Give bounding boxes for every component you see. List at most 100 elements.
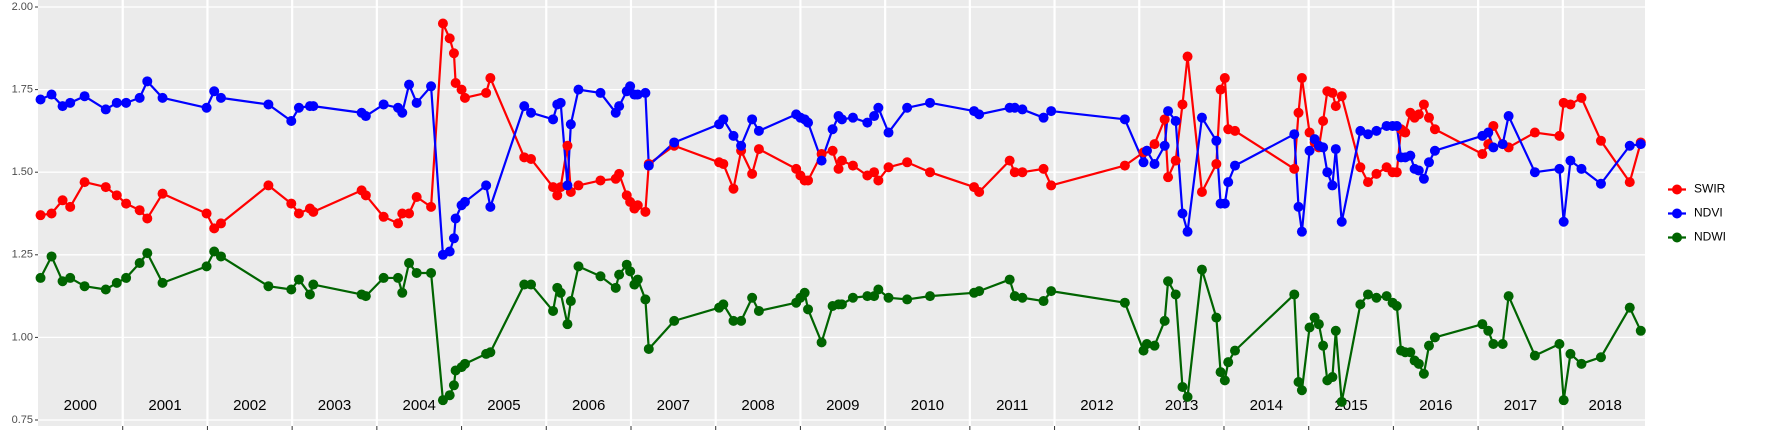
- data-point: [669, 137, 680, 148]
- data-point: [519, 101, 530, 112]
- y-tick-label: 0.75: [12, 414, 33, 426]
- data-point: [1289, 129, 1300, 140]
- data-point: [1355, 162, 1366, 173]
- data-point: [836, 299, 847, 310]
- data-point: [485, 73, 496, 84]
- legend-key-point: [1672, 208, 1682, 219]
- data-point: [1038, 296, 1049, 307]
- y-tick-label: 1.75: [12, 84, 33, 96]
- data-point: [1371, 168, 1382, 179]
- data-point: [526, 107, 537, 118]
- data-point: [360, 291, 371, 302]
- data-point: [847, 112, 858, 123]
- data-point: [883, 162, 894, 173]
- data-point: [1327, 87, 1338, 98]
- data-point: [263, 281, 274, 292]
- data-point: [426, 201, 437, 212]
- data-point: [1554, 130, 1565, 141]
- data-point: [111, 190, 122, 201]
- y-tick-label: 1.00: [12, 331, 33, 343]
- data-point: [378, 99, 389, 110]
- data-point: [753, 125, 764, 136]
- data-point: [548, 182, 559, 193]
- data-point: [1381, 291, 1392, 302]
- data-point: [437, 18, 448, 29]
- data-point: [883, 292, 894, 303]
- data-point: [1219, 375, 1230, 386]
- data-point: [753, 144, 764, 155]
- data-point: [35, 272, 46, 283]
- data-point: [1418, 173, 1429, 184]
- data-point: [902, 294, 913, 305]
- data-point: [625, 266, 636, 277]
- data-point: [728, 183, 739, 194]
- data-point: [1503, 291, 1514, 302]
- data-point: [485, 201, 496, 212]
- data-point: [1038, 112, 1049, 123]
- data-point: [1497, 339, 1508, 350]
- data-point: [215, 251, 226, 262]
- data-point: [902, 157, 913, 168]
- legend-label: NDVI: [1694, 206, 1723, 220]
- data-point: [803, 304, 814, 315]
- year-label: 2008: [741, 397, 774, 414]
- data-point: [1477, 319, 1488, 330]
- data-point: [1223, 357, 1234, 368]
- data-point: [643, 343, 654, 354]
- data-point: [1391, 167, 1402, 178]
- data-point: [360, 111, 371, 122]
- data-point: [1429, 145, 1440, 156]
- data-point: [1330, 144, 1341, 155]
- data-point: [1565, 348, 1576, 359]
- data-point: [215, 92, 226, 103]
- data-point: [450, 213, 461, 224]
- data-point: [847, 160, 858, 171]
- data-point: [456, 84, 467, 95]
- legend-key-point: [1672, 232, 1682, 243]
- data-point: [1529, 127, 1540, 138]
- data-point: [1159, 114, 1170, 125]
- data-point: [404, 79, 415, 90]
- data-point: [1313, 319, 1324, 330]
- data-point: [263, 180, 274, 191]
- data-point: [142, 76, 153, 87]
- data-point: [1391, 301, 1402, 312]
- year-label: 2004: [403, 397, 436, 414]
- data-point: [873, 102, 884, 113]
- data-point: [548, 305, 559, 316]
- data-point: [799, 287, 810, 298]
- data-point: [65, 97, 76, 108]
- data-point: [640, 294, 651, 305]
- data-point: [111, 277, 122, 288]
- data-point: [925, 167, 936, 178]
- data-point: [753, 305, 764, 316]
- data-point: [883, 127, 894, 138]
- data-point: [65, 201, 76, 212]
- data-point: [1009, 167, 1020, 178]
- data-point: [393, 272, 404, 283]
- data-point: [411, 267, 422, 278]
- data-point: [459, 92, 470, 103]
- data-point: [836, 114, 847, 125]
- data-point: [142, 213, 153, 224]
- year-label: 2011: [996, 397, 1028, 414]
- data-point: [747, 292, 758, 303]
- data-point: [632, 200, 643, 211]
- data-point: [397, 287, 408, 298]
- data-point: [444, 33, 455, 44]
- data-point: [614, 269, 625, 280]
- data-point: [142, 248, 153, 259]
- data-point: [869, 167, 880, 178]
- year-label: 2013: [1165, 397, 1198, 414]
- data-point: [614, 101, 625, 112]
- data-point: [1170, 115, 1181, 126]
- data-point: [57, 195, 68, 206]
- data-point: [1177, 381, 1188, 392]
- data-point: [718, 158, 729, 169]
- data-point: [157, 92, 168, 103]
- data-point: [836, 155, 847, 166]
- data-point: [1413, 358, 1424, 369]
- data-point: [562, 319, 573, 330]
- data-point: [1413, 109, 1424, 120]
- data-point: [925, 97, 936, 108]
